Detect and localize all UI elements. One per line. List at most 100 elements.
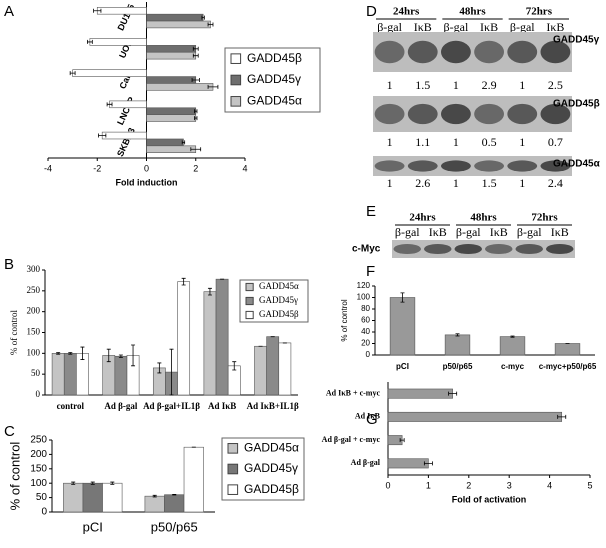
ratio: 2.5 <box>548 78 563 92</box>
ratio: 1.1 <box>415 135 430 149</box>
bar <box>89 38 147 46</box>
x-axis-label: Fold of activation <box>452 494 527 504</box>
error-bar <box>68 352 73 355</box>
y-tick-label: DU145 <box>115 3 136 33</box>
panel-label: E <box>366 203 376 220</box>
y-tick-label: LNCaP <box>115 95 137 126</box>
y-tick-label: 50 <box>36 492 48 503</box>
y-tick-label: 120 <box>357 281 371 290</box>
legend-swatch <box>227 463 239 475</box>
x-tick-label: 5 <box>587 480 592 490</box>
error-bar <box>118 354 123 358</box>
error-bar <box>110 481 115 485</box>
legend-entry: GADD45γ <box>244 461 298 475</box>
y-tick-label: Ad IκB + c-myc <box>326 388 381 397</box>
blot-band <box>440 103 471 125</box>
x-tick-label: Ad β-gal+IL1β <box>143 401 200 411</box>
x-tick-label: 2 <box>193 163 198 173</box>
error-bar <box>106 102 113 107</box>
y-tick-label: 100 <box>27 347 41 357</box>
bar <box>387 411 563 422</box>
bar <box>144 495 165 513</box>
lane-label: IκB <box>414 20 432 34</box>
legend-swatch <box>245 310 254 320</box>
bar <box>63 482 84 513</box>
y-tick-label: 200 <box>30 449 47 460</box>
blot-band <box>374 40 405 64</box>
error-bar <box>106 348 111 363</box>
error-bar <box>152 494 157 498</box>
y-axis-label: % of control <box>9 310 19 355</box>
y-tick-label: Ad β-gal + c-myc <box>322 435 381 444</box>
panel-label: G <box>366 411 378 428</box>
legend-entry: GADD45α <box>247 94 302 108</box>
lane-label: β-gal <box>517 225 542 239</box>
x-tick-label: Ad IκB+IL1β <box>247 401 299 411</box>
error-bar <box>192 46 199 51</box>
time-label: 72hrs <box>526 6 553 18</box>
bar <box>203 291 217 396</box>
blot-band <box>374 103 405 125</box>
x-tick-label: p50/p65 <box>443 362 473 371</box>
error-bar <box>56 352 61 355</box>
bar <box>146 76 197 84</box>
ratio: 2.4 <box>548 176 563 190</box>
legend-entry: GADD45γ <box>247 72 301 86</box>
blot <box>373 32 572 72</box>
x-tick-label: -4 <box>44 163 52 173</box>
y-tick-label: 0 <box>366 350 371 359</box>
blot-band <box>454 243 482 255</box>
bar <box>183 446 204 513</box>
error-bar <box>232 361 237 371</box>
x-tick-label: pCI <box>396 362 409 371</box>
legend-swatch <box>227 484 239 495</box>
bar <box>63 353 77 396</box>
error-bar <box>191 78 200 82</box>
y-axis-label: % of control <box>340 299 349 341</box>
ratio: 1 <box>519 135 525 149</box>
blot-band <box>424 243 452 255</box>
y-axis-label: % of control <box>7 442 22 511</box>
blot-band <box>407 40 438 64</box>
time-label: 24hrs <box>393 6 420 18</box>
ratio: 1.5 <box>415 78 430 92</box>
row-label: c-Myc <box>352 244 381 255</box>
y-tick-label: 300 <box>27 264 41 274</box>
error-bar <box>169 348 174 396</box>
error-bar <box>90 481 95 485</box>
error-bar <box>93 8 102 13</box>
legend-entry: GADD45α <box>259 281 299 291</box>
legend-swatch <box>245 296 254 306</box>
blot-band <box>540 160 571 172</box>
x-tick-label: Ad IκB <box>208 401 236 411</box>
error-bar <box>194 116 198 121</box>
y-tick-label: 250 <box>30 435 47 446</box>
legend-entry: GADD45γ <box>259 295 298 305</box>
bar <box>82 482 103 513</box>
blot-band <box>485 243 513 255</box>
error-bar <box>181 277 186 286</box>
row-label: GADD45β <box>553 99 600 110</box>
legend-entry: GADD45α <box>244 441 299 455</box>
lane-label: β-gal <box>395 225 420 239</box>
x-tick-label: 0 <box>144 163 149 173</box>
ratio: 1 <box>453 135 459 149</box>
bar <box>146 145 197 153</box>
error-bar <box>207 84 219 89</box>
x-tick-label: 4 <box>547 480 552 490</box>
error-bar <box>172 494 177 496</box>
lane-label: IκB <box>480 20 498 34</box>
time-label: 24hrs <box>409 212 436 224</box>
error-bar <box>98 133 107 138</box>
bar <box>499 336 526 356</box>
y-tick-label: 150 <box>27 327 41 337</box>
blot-band <box>515 243 543 255</box>
x-tick-label: 4 <box>242 163 247 173</box>
bar <box>96 7 147 15</box>
bar <box>146 114 197 122</box>
error-bar <box>157 362 162 374</box>
lane-label: β-gal <box>510 20 535 34</box>
legend-entry: GADD45β <box>247 51 302 65</box>
x-tick-label: 1 <box>426 480 431 490</box>
ratio: 1 <box>387 135 393 149</box>
